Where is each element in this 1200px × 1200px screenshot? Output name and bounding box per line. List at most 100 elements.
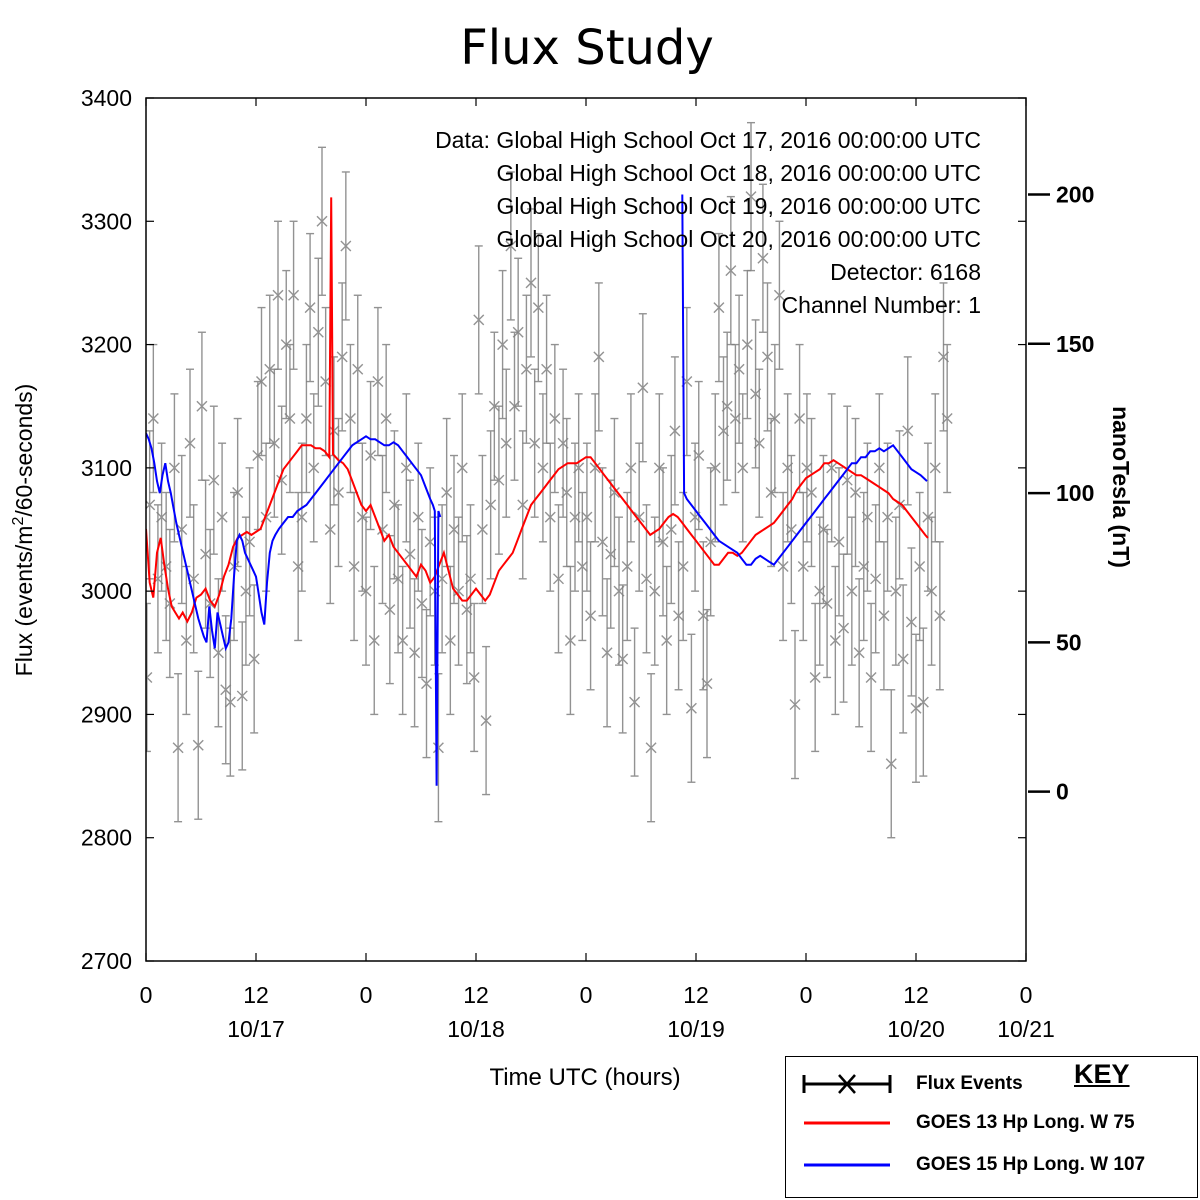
y2-tick-label: 200 — [1056, 181, 1094, 207]
flux-event-point — [480, 645, 492, 796]
flux-event-point — [705, 467, 717, 617]
goes-series-line-3 — [681, 194, 928, 567]
flux-event-point — [593, 282, 605, 432]
flux-event-point — [544, 442, 556, 592]
flux-event-point — [404, 479, 416, 629]
flux-event-point — [673, 541, 685, 691]
flux-event-point — [308, 393, 320, 543]
flux-event-point — [601, 578, 613, 728]
flux-event-point — [236, 621, 248, 771]
flux-event-point — [645, 673, 657, 823]
flux-event-point — [637, 313, 649, 463]
flux-event-point — [910, 633, 922, 783]
flux-event-point — [885, 689, 897, 839]
flux-event-point — [272, 220, 284, 370]
blue-line-icon — [804, 1163, 890, 1167]
flux-event-point — [146, 602, 153, 753]
flux-event-point — [745, 121, 757, 272]
flux-event-point — [773, 220, 785, 370]
flux-event-point — [220, 615, 232, 765]
y2-axis-label: nanoTesla (nT) — [1108, 406, 1134, 568]
flux-event-point — [473, 245, 485, 395]
flux-event-point — [625, 393, 637, 543]
flux-event-point — [553, 504, 564, 654]
flux-event-point — [733, 294, 745, 444]
legend-label: GOES 13 Hp Long. W 75 — [916, 1112, 1135, 1133]
flux-event-point — [172, 673, 184, 823]
flux-event-point — [621, 491, 633, 642]
flux-event-point — [669, 356, 681, 506]
flux-event-point — [497, 269, 509, 420]
flux-event-point — [677, 491, 689, 642]
flux-event-point — [288, 220, 300, 370]
flux-event-point — [156, 442, 168, 592]
flux-event-point — [212, 578, 224, 728]
flux-event-point — [300, 343, 312, 494]
flux-event-point — [400, 393, 412, 543]
flux-event-point — [573, 393, 585, 543]
x-tick-label: 0 — [800, 982, 813, 1008]
x-tick-label: 12 — [683, 982, 709, 1008]
y-tick-label: 3200 — [81, 332, 132, 358]
errorbar-x-icon — [802, 1074, 892, 1094]
flux-event-point — [794, 343, 806, 494]
y2-tick-label: 0 — [1056, 779, 1069, 805]
x-tick-label: 0 — [580, 982, 593, 1008]
flux-event-point — [657, 467, 669, 617]
flux-event-point — [589, 393, 601, 543]
flux-event-point — [777, 491, 789, 642]
flux-event-point — [192, 670, 204, 820]
flux-event-point — [914, 491, 926, 642]
flux-event-point — [324, 454, 336, 605]
red-line-icon — [804, 1121, 890, 1125]
x-date-label: 10/20 — [887, 1016, 945, 1042]
flux-event-point — [753, 368, 765, 518]
flux-event-point — [713, 232, 725, 383]
flux-event-point — [392, 504, 404, 654]
x-tick-label: 0 — [140, 982, 153, 1008]
flux-event-point — [444, 565, 456, 716]
flux-event-point — [841, 405, 853, 555]
flux-event-point — [180, 565, 192, 716]
flux-event-point — [701, 608, 713, 759]
right-axis: 0 50 100 150 200 — [1028, 181, 1094, 805]
y2-tick-label: 150 — [1056, 331, 1094, 357]
flux-event-point — [693, 380, 705, 531]
annotation-line: Data: Global High School Oct 17, 2016 00… — [435, 127, 981, 153]
y-tick-label: 3300 — [81, 208, 132, 234]
y-tick-label: 3000 — [81, 578, 132, 604]
x-tick-label: 12 — [903, 982, 929, 1008]
flux-event-point — [890, 516, 902, 666]
flux-event-point — [525, 208, 537, 358]
left-axis: 2700 2800 2900 3000 3100 3200 3300 3400 — [81, 85, 1026, 974]
x-date-label: 10/18 — [447, 1016, 505, 1042]
flux-event-point — [737, 393, 749, 543]
flux-event-point — [188, 504, 200, 654]
flux-event-point — [762, 282, 773, 432]
flux-event-point — [397, 565, 409, 716]
legend-key: KEY Flux Events GOES 13 Hp Long. W 75 GO… — [785, 1056, 1198, 1198]
flux-event-point — [216, 442, 228, 592]
flux-event-point — [424, 467, 436, 617]
legend-label: GOES 15 Hp Long. W 107 — [916, 1154, 1146, 1175]
flux-event-point — [352, 294, 364, 444]
data-annotation: Data: Global High School Oct 17, 2016 00… — [435, 127, 981, 318]
legend-label: Flux Events — [916, 1073, 1023, 1094]
flux-event-point — [608, 417, 620, 568]
flux-event-point — [865, 602, 877, 753]
flux-event-point — [336, 282, 348, 432]
flux-event-point — [549, 343, 561, 494]
x-date-label: 10/17 — [227, 1016, 285, 1042]
x-date-label: 10/21 — [997, 1016, 1055, 1042]
flux-event-point — [476, 454, 488, 605]
flux-event-point — [488, 331, 500, 481]
flux-event-point — [561, 417, 573, 568]
flux-event-point — [368, 565, 380, 716]
chart-title: Flux Study — [460, 20, 714, 76]
flux-event-point — [801, 393, 813, 543]
annotation-line: Detector: 6168 — [830, 259, 981, 285]
flux-event-point — [649, 516, 661, 666]
y2-tick-label: 50 — [1056, 629, 1082, 655]
flux-event-point — [905, 547, 917, 697]
flux-event-point — [248, 584, 260, 734]
